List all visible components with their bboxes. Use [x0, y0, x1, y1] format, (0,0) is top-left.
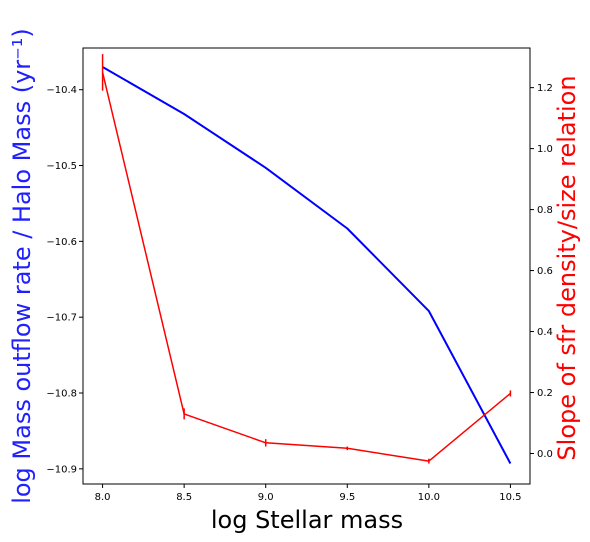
- y-right-tick-label: 0.8: [537, 205, 553, 216]
- y-right-tick-label: 0.0: [537, 449, 553, 460]
- y-left-tick-label: −10.4: [46, 85, 77, 96]
- x-tick-label: 10.0: [418, 492, 440, 503]
- plot-area: [82, 47, 531, 485]
- x-tick-label: 8.0: [95, 492, 111, 503]
- x-tick-label: 10.5: [499, 492, 521, 503]
- series-2-line: [101, 72, 511, 462]
- y-right-tick-label: 0.6: [537, 266, 553, 277]
- y-left-tick-label: −10.8: [46, 389, 77, 400]
- y-right-tick-label: 1.2: [537, 83, 553, 94]
- y-right-tick-label: 1.0: [537, 144, 553, 155]
- series-1-line: [102, 66, 512, 464]
- y-left-tick-label: −10.9: [46, 464, 77, 475]
- series-layer: [101, 54, 512, 464]
- plot-frame: [82, 47, 531, 485]
- y-left-tick-label: −10.5: [46, 161, 77, 172]
- y-right-tick-label: 0.2: [537, 388, 553, 399]
- x-tick-label: 9.5: [339, 492, 355, 503]
- y-left-axis-label: log Mass outflow rate / Halo Mass (yr⁻¹): [8, 28, 36, 504]
- y-right-axis-label: Slope of sfr density/size relation: [553, 75, 581, 460]
- x-tick-label: 9.0: [258, 492, 274, 503]
- x-axis-label: log Stellar mass: [211, 506, 403, 534]
- y-left-tick-label: −10.7: [46, 313, 77, 324]
- tick-layer: 8.0 8.5 9.0 9.5 10.0 10.5 −10.9 −10.8 −10.7 −10.6…: [46, 83, 553, 503]
- y-right-tick-label: 0.4: [537, 327, 553, 338]
- x-tick-label: 8.5: [176, 492, 192, 503]
- y-left-tick-label: −10.6: [46, 237, 77, 248]
